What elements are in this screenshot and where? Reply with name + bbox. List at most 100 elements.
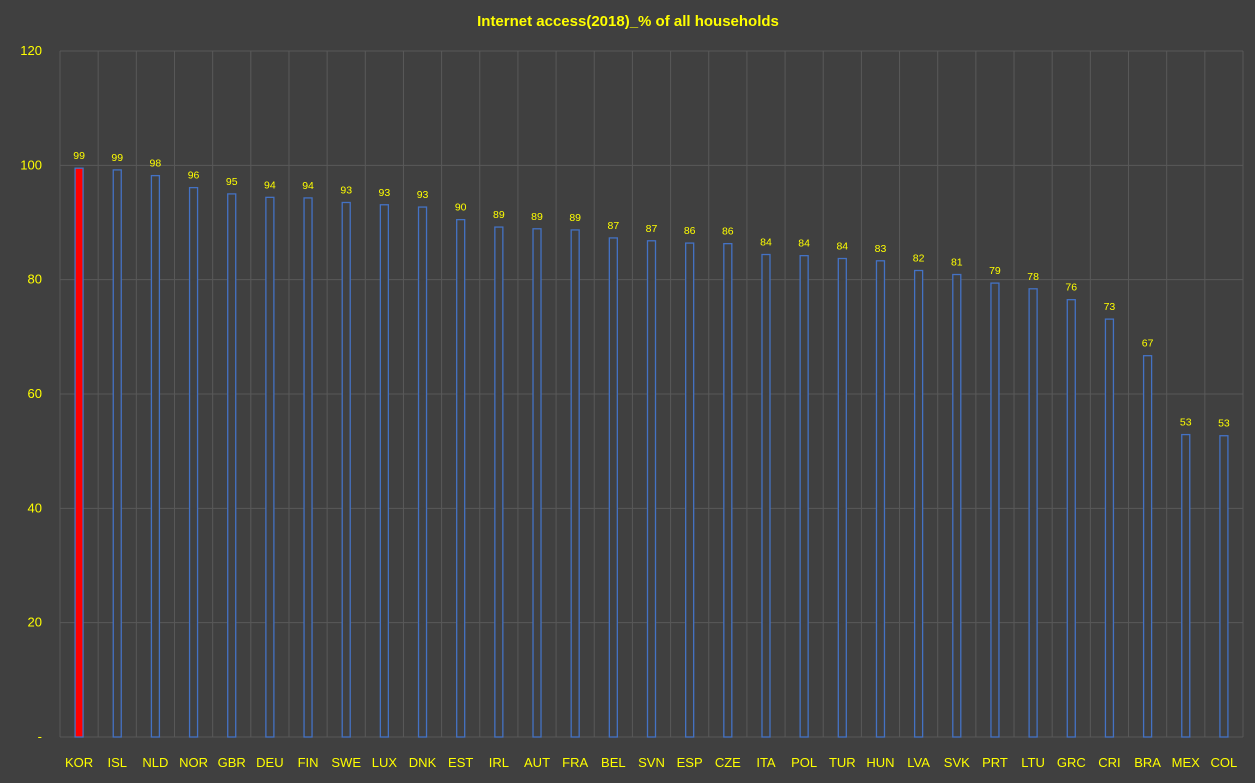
bar-isl [112,169,122,738]
data-label-fra: 89 [569,212,581,224]
data-label-mex: 53 [1180,417,1192,429]
data-label-fin: 94 [302,180,314,192]
data-label-gbr: 95 [226,176,238,188]
x-tick-label-swe: SWE [331,755,361,770]
x-tick-label-dnk: DNK [409,755,437,770]
x-tick-label-nor: NOR [179,755,208,770]
x-tick-label-bra: BRA [1134,755,1161,770]
chart-title: Internet access(2018)_% of all household… [477,13,779,30]
x-tick-label-mex: MEX [1172,755,1201,770]
bar-aut [532,228,542,738]
data-label-aut: 89 [531,211,543,223]
x-tick-label-ltu: LTU [1021,755,1045,770]
x-tick-label-pol: POL [791,755,817,770]
y-tick-label: 80 [28,272,42,287]
bar-fra [570,229,580,738]
data-label-cri: 73 [1104,301,1116,313]
bar-irl [494,226,504,738]
data-labels: 99 99 98 96 95 94 94 93 93 93 90 89 89 89 87 87 86 86 84 84… [73,150,1230,430]
bar-est [456,218,466,738]
data-label-nld: 98 [150,158,162,170]
data-label-ltu: 78 [1027,271,1039,283]
x-tick-label-hun: HUN [866,755,894,770]
data-label-ita: 84 [760,237,772,249]
bar-ita [761,253,771,738]
y-tick-label: 20 [28,615,42,630]
data-label-kor: 99 [73,150,85,162]
bar-tur [837,257,847,738]
bar-col [1219,435,1229,738]
x-tick-label-grc: GRC [1057,755,1086,770]
y-axis-tick-labels: - 20 40 60 80 100 120 [20,43,42,744]
x-tick-label-ita: ITA [756,755,776,770]
bar-nld [150,174,161,738]
x-tick-label-lux: LUX [372,755,398,770]
x-tick-label-fra: FRA [562,755,588,770]
data-label-lva: 82 [913,253,925,265]
bar-pol [799,255,809,738]
x-tick-label-cze: CZE [715,755,741,770]
bar-svk [952,273,962,738]
data-label-svn: 87 [646,223,658,235]
y-tick-label: - [38,729,42,744]
data-label-esp: 86 [684,225,696,237]
bar-cri [1104,318,1115,738]
y-tick-label: 40 [28,500,42,515]
y-tick-label: 100 [20,157,42,172]
data-label-bra: 67 [1142,338,1154,350]
x-tick-label-lva: LVA [907,755,930,770]
bars [74,167,1229,738]
bar-swe [341,201,351,738]
bar-mex [1181,433,1191,738]
data-label-hun: 83 [875,243,887,255]
data-label-tur: 84 [836,241,848,253]
x-tick-label-gbr: GBR [218,755,246,770]
data-label-lux: 93 [379,187,391,199]
bar-cze [723,243,733,738]
data-label-bel: 87 [607,220,619,232]
data-label-nor: 96 [188,170,200,182]
gridlines [59,50,1244,738]
x-tick-label-esp: ESP [677,755,703,770]
bar-grc [1066,299,1076,738]
bar-dnk [417,206,428,738]
bar-lux [379,204,390,738]
bar-nor [188,186,199,738]
bar-bra [1142,355,1153,738]
data-label-est: 90 [455,202,467,214]
data-label-prt: 79 [989,265,1001,277]
data-label-pol: 84 [798,238,810,250]
data-label-isl: 99 [111,152,123,164]
x-tick-label-isl: ISL [107,755,127,770]
bar-ltu [1028,288,1038,738]
bar-fin [303,197,313,738]
x-tick-label-tur: TUR [829,755,856,770]
x-tick-label-aut: AUT [524,755,550,770]
bar-gbr [227,193,237,738]
x-tick-label-kor: KOR [65,755,93,770]
y-tick-label: 120 [20,43,42,58]
bar-hun [875,260,886,738]
y-tick-label: 60 [28,386,42,401]
x-tick-label-nld: NLD [142,755,168,770]
bar-svn [646,240,657,738]
x-tick-label-col: COL [1211,755,1238,770]
x-tick-label-svk: SVK [944,755,970,770]
bar-bel [608,237,618,738]
x-tick-label-prt: PRT [982,755,1008,770]
x-tick-label-bel: BEL [601,755,626,770]
x-tick-label-svn: SVN [638,755,665,770]
data-label-svk: 81 [951,257,963,269]
data-label-deu: 94 [264,179,276,191]
bar-esp [685,242,695,738]
bar-prt [990,282,1000,738]
bar-lva [913,269,924,738]
data-label-cze: 86 [722,226,734,238]
x-tick-label-cri: CRI [1098,755,1120,770]
data-label-grc: 76 [1065,282,1077,294]
data-label-dnk: 93 [417,189,429,201]
x-axis-tick-labels: KOR ISL NLD NOR GBR DEU FIN SWE LUX DNK EST IRL AUT F… [65,755,1237,770]
data-label-irl: 89 [493,209,505,221]
